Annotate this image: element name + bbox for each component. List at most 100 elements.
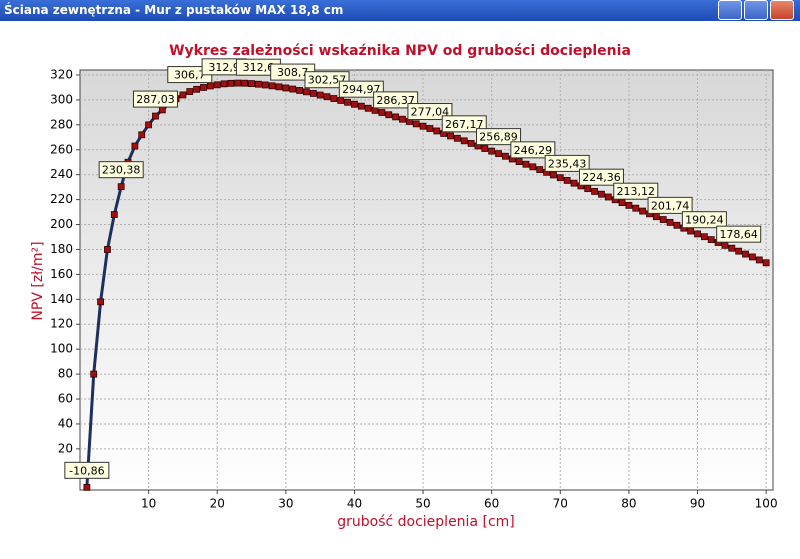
maximize-button[interactable] [744,0,768,20]
data-point [399,115,406,123]
x-tick-label: 40 [347,497,362,511]
data-label: 294,97 [342,83,381,96]
data-point [742,250,749,258]
data-point [707,236,715,244]
data-label: -10,86 [69,464,104,477]
data-point [639,207,647,215]
data-point [296,87,303,94]
data-label-box [476,128,522,146]
data-label: 235,43 [548,157,587,170]
data-point [488,147,496,155]
close-button[interactable] [770,0,794,20]
y-tick-label: 260 [50,142,73,156]
data-point [460,137,468,145]
data-point [220,80,228,88]
chart: Wykres zależności wskaźnika NPV od grubo… [0,21,800,559]
data-point [234,79,242,87]
data-point [186,88,194,95]
y-tick-label: 280 [50,117,73,131]
data-point [275,83,283,91]
window-title: Ściana zewnętrzna - Mur z pustaków MAX 1… [0,0,800,21]
data-point [433,127,441,135]
data-point [563,176,571,184]
x-tick-label: 60 [484,497,499,511]
data-point [529,163,537,171]
data-label-box [373,91,419,109]
data-point [687,227,695,235]
data-point [735,247,743,255]
data-label: 312,6 [243,61,275,74]
data-point [453,134,461,142]
data-point [241,79,249,87]
data-point [700,233,708,241]
data-label-box [544,154,590,172]
data-label: 213,12 [617,185,656,198]
x-tick-label: 90 [690,497,705,511]
data-point [364,104,372,112]
data-point [550,171,557,179]
data-point [138,131,146,139]
data-point [248,80,255,87]
data-point [131,142,139,150]
data-label-box [613,182,659,200]
data-label: 267,17 [445,118,484,131]
y-tick-label: 80 [58,367,73,381]
data-point [570,179,578,187]
data-point [357,102,365,110]
data-point [303,88,310,96]
data-point [556,174,564,182]
data-point [467,140,475,147]
data-point [193,85,201,93]
data-point [728,244,736,252]
data-point [598,190,605,198]
data-point [117,183,125,191]
data-label: 246,29 [514,144,553,157]
data-point [385,111,393,119]
data-label-box [578,168,624,186]
data-line [85,81,767,488]
data-point [282,84,290,92]
data-point [152,112,159,120]
x-tick-label: 100 [755,497,778,511]
data-point [110,211,118,218]
data-point [419,122,427,130]
y-tick-label: 20 [58,441,73,455]
x-tick-label: 80 [621,497,636,511]
data-point [749,253,756,261]
data-point [522,160,530,168]
y-tick-label: 180 [50,242,73,256]
data-point [536,166,544,173]
y-tick-label: 140 [50,292,73,306]
y-tick-label: 100 [50,342,73,356]
x-tick-label: 30 [278,497,293,511]
y-axis-label: NPV [zł/m²] [30,241,46,320]
data-point [625,201,633,209]
data-label-box [338,80,384,98]
data-point [652,213,660,221]
data-point [632,204,640,212]
y-tick-label: 300 [50,92,73,106]
data-point [206,82,214,90]
data-point [268,82,276,90]
x-axis-label: grubość docieplenia [cm] [337,514,515,530]
data-label: 312,9 [208,61,240,74]
data-point [694,230,701,238]
x-tick-label: 70 [553,497,568,511]
data-point [755,256,763,264]
data-point [83,483,91,491]
data-point [447,132,454,140]
data-label: 302,57 [308,74,347,87]
data-point [351,100,358,108]
y-tick-label: 240 [50,167,73,181]
minimize-button[interactable] [718,0,742,20]
data-point [330,95,338,102]
data-label-box [716,225,762,243]
data-point [721,241,729,249]
data-point [261,81,269,89]
data-label-box [510,141,556,159]
y-tick-label: 220 [50,192,73,206]
x-tick-label: 10 [141,497,156,511]
data-label: 190,24 [685,214,724,227]
plot-area [79,69,774,491]
